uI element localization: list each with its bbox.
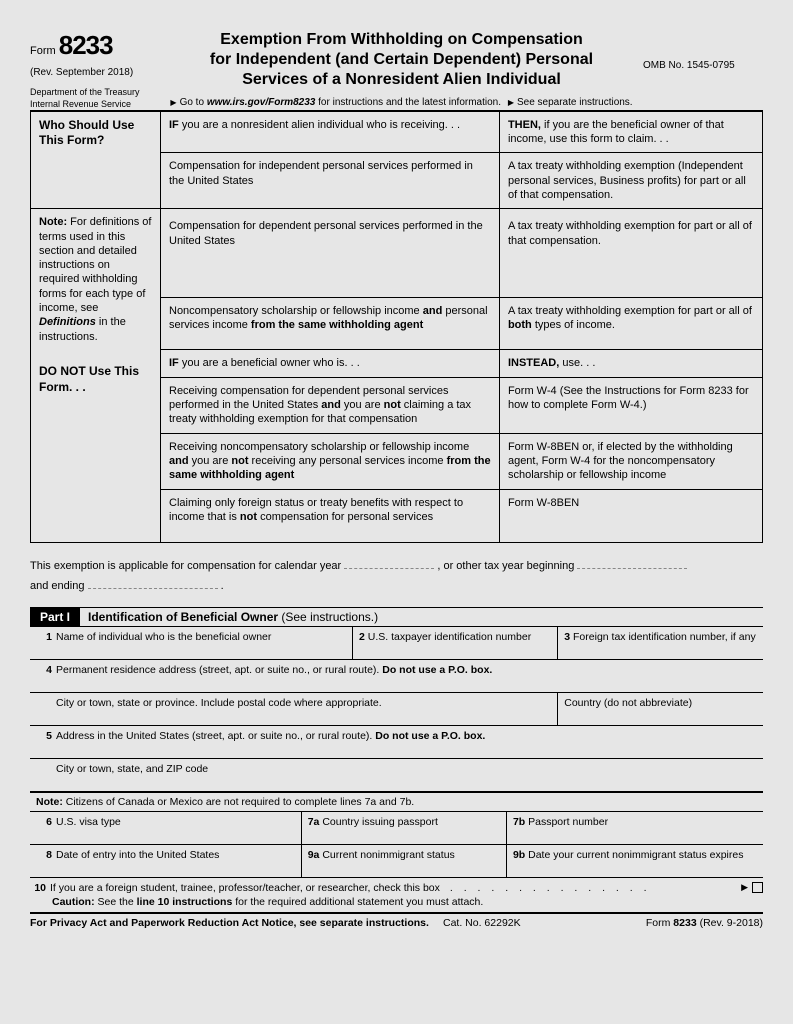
note-cell: Note: For definitions of terms used in t… bbox=[31, 209, 161, 350]
usage-r6-right: Form W-4 (See the Instructions for Form … bbox=[499, 377, 762, 433]
dot-leader: . . . . . . . . . . . . . . . bbox=[440, 882, 741, 894]
field-9a-status[interactable]: 9a Current nonimmigrant status bbox=[301, 844, 506, 877]
footer-catno: Cat. No. 62292K bbox=[443, 917, 603, 929]
calendar-year-field[interactable] bbox=[344, 559, 434, 569]
usage-r2-right: A tax treaty withholding exemption (Inde… bbox=[499, 153, 762, 209]
who-should-use-cell: Who Should Use This Form? bbox=[31, 111, 161, 208]
form-number: 8233 bbox=[59, 30, 113, 60]
usage-r8-left: Claiming only foreign status or treaty b… bbox=[161, 489, 500, 543]
field-3-ftin[interactable]: 3 Foreign tax identification number, if … bbox=[558, 627, 763, 660]
triangle-icon: ▶ bbox=[741, 882, 748, 893]
exemption-applicable-line: This exemption is applicable for compens… bbox=[30, 557, 763, 597]
tax-year-end-field[interactable] bbox=[88, 579, 218, 589]
triangle-icon bbox=[508, 97, 517, 108]
footer-formrev: Form 8233 (Rev. 9-2018) bbox=[603, 917, 763, 929]
if-header-2: IF you are a beneficial owner who is. . … bbox=[161, 350, 500, 377]
usage-r6-left: Receiving compensation for dependent per… bbox=[161, 377, 500, 433]
goto-line: Go to www.irs.gov/Form8233 for instructi… bbox=[166, 94, 637, 108]
line-10: 10 If you are a foreign student, trainee… bbox=[30, 878, 763, 914]
line10-caution: Caution: See the line 10 instructions fo… bbox=[30, 896, 763, 908]
usage-r4-right: A tax treaty withholding exemption for p… bbox=[499, 297, 762, 350]
field-4-address[interactable]: 4Permanent residence address (street, ap… bbox=[30, 659, 763, 692]
then-header-cell: THEN, if you are the beneficial owner of… bbox=[499, 111, 762, 153]
dept-treasury: Department of the Treasury bbox=[30, 88, 156, 98]
usage-table: Who Should Use This Form? IF you are a n… bbox=[30, 111, 763, 543]
usage-r7-right: Form W-8BEN or, if elected by the withho… bbox=[499, 433, 762, 489]
field-7b-passport[interactable]: 7b Passport number bbox=[506, 811, 763, 844]
field-2-ustin[interactable]: 2 U.S. taxpayer identification number bbox=[353, 627, 558, 660]
header-left: Form 8233 (Rev. September 2018) Departme… bbox=[30, 30, 160, 110]
revision-date: (Rev. September 2018) bbox=[30, 67, 156, 78]
field-5-usaddress[interactable]: 5Address in the United States (street, a… bbox=[30, 725, 763, 758]
field-5-cityzip[interactable]: City or town, state, and ZIP code bbox=[30, 758, 763, 791]
part1-fields: 1Name of individual who is the beneficia… bbox=[30, 627, 763, 791]
header-center: Exemption From Withholding on Compensati… bbox=[160, 30, 643, 110]
form-title: Exemption From Withholding on Compensati… bbox=[166, 30, 637, 90]
footer-privacy: For Privacy Act and Paperwork Reduction … bbox=[30, 917, 443, 929]
line10-text: If you are a foreign student, trainee, p… bbox=[50, 882, 440, 894]
field-4-country[interactable]: Country (do not abbreviate) bbox=[558, 692, 763, 725]
usage-r4-left: Noncompensatory scholarship or fellowshi… bbox=[161, 297, 500, 350]
omb-number: OMB No. 1545-0795 bbox=[643, 30, 763, 110]
field-1-name[interactable]: 1Name of individual who is the beneficia… bbox=[30, 627, 353, 660]
field-8-entrydate[interactable]: 8Date of entry into the United States bbox=[30, 844, 301, 877]
tax-year-begin-field[interactable] bbox=[577, 559, 687, 569]
form-header: Form 8233 (Rev. September 2018) Departme… bbox=[30, 30, 763, 111]
field-7a-country[interactable]: 7a Country issuing passport bbox=[301, 811, 506, 844]
usage-r3-left: Compensation for dependent personal serv… bbox=[161, 209, 500, 297]
usage-r3-right: A tax treaty withholding exemption for p… bbox=[499, 209, 762, 297]
part-1-title: Identification of Beneficial Owner (See … bbox=[80, 608, 386, 626]
do-not-use-cell: DO NOT Use This Form. . . bbox=[31, 350, 161, 543]
line10-checkbox[interactable] bbox=[752, 882, 763, 893]
if-header-cell: IF you are a nonresident alien individua… bbox=[161, 111, 500, 153]
usage-r7-left: Receiving noncompensatory scholarship or… bbox=[161, 433, 500, 489]
triangle-icon bbox=[170, 97, 179, 108]
usage-r2-left: Compensation for independent personal se… bbox=[161, 153, 500, 209]
field-9b-expires[interactable]: 9b Date your current nonimmigrant status… bbox=[506, 844, 763, 877]
usage-r8-right: Form W-8BEN bbox=[499, 489, 762, 543]
form-word: Form bbox=[30, 45, 56, 57]
form-8233: Form 8233 (Rev. September 2018) Departme… bbox=[30, 30, 763, 929]
dept-irs: Internal Revenue Service bbox=[30, 100, 156, 110]
field-6-visa[interactable]: 6U.S. visa type bbox=[30, 811, 301, 844]
part1-fields-b: Note: Citizens of Canada or Mexico are n… bbox=[30, 791, 763, 878]
part-1-banner: Part I Identification of Beneficial Owne… bbox=[30, 607, 763, 627]
part-1-label: Part I bbox=[30, 608, 80, 626]
field-4-city[interactable]: City or town, state or province. Include… bbox=[30, 692, 558, 725]
page-footer: For Privacy Act and Paperwork Reduction … bbox=[30, 914, 763, 929]
note-canada-mexico: Note: Citizens of Canada or Mexico are n… bbox=[30, 792, 763, 812]
instead-header: INSTEAD, use. . . bbox=[499, 350, 762, 377]
